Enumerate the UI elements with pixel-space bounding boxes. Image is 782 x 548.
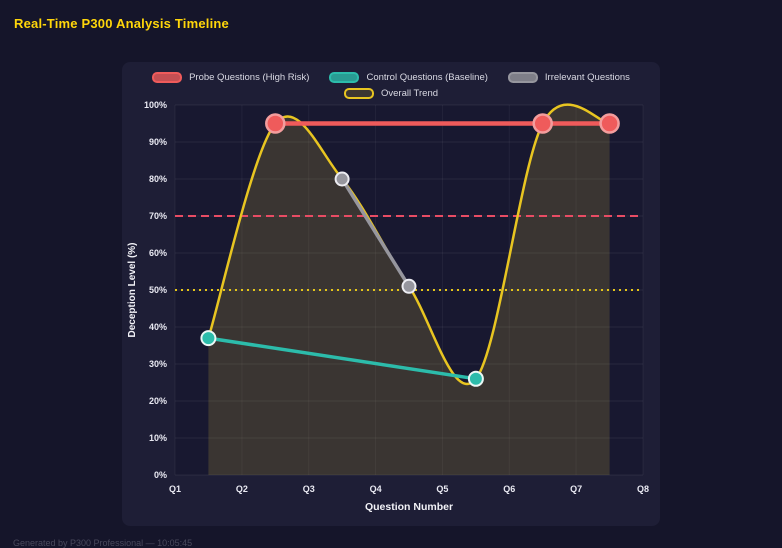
x-tick-label: Q7 (570, 484, 582, 494)
legend-swatch-overall-trend (343, 88, 374, 99)
page-title: Real-Time P300 Analysis Timeline (14, 16, 229, 31)
footer-note: Generated by P300 Professional — 10:05:4… (13, 538, 193, 548)
x-tick-label: Q2 (236, 484, 248, 494)
probe-questions-high-risk-point[interactable] (265, 113, 286, 134)
legend-item-irrelevant-questions[interactable]: Irrelevant Questions (507, 72, 630, 83)
legend-label: Probe Questions (High Risk) (189, 72, 310, 83)
probe-questions-high-risk-point[interactable] (599, 113, 620, 134)
y-tick-label: 20% (149, 396, 167, 406)
timeline-chart: Q1 Q2 Q3 Q4 Q5 Q6 Q7 Q8 0% 10% 20% 30% 40% 50% 60% 70% 8… (127, 100, 649, 513)
legend-swatch-control-questions-baseline (329, 72, 360, 83)
y-tick-label: 70% (149, 211, 167, 221)
y-tick-label: 10% (149, 433, 167, 443)
y-tick-label: 90% (149, 137, 167, 147)
irrelevant-questions-point[interactable] (401, 278, 417, 294)
legend-swatch-probe-questions-high-risk (152, 72, 183, 83)
legend-row-1: Probe Questions (High Risk) Control Quest… (152, 72, 630, 83)
legend-row-2: Overall Trend (343, 88, 439, 99)
y-tick-label: 80% (149, 174, 167, 184)
legend-item-control-questions-baseline[interactable]: Control Questions (Baseline) (329, 72, 488, 83)
legend-label: Overall Trend (380, 88, 439, 99)
probe-questions-high-risk-point[interactable] (532, 113, 553, 134)
x-tick-label: Q8 (637, 484, 649, 494)
control-questions-baseline-point[interactable] (467, 370, 484, 387)
y-tick-label: 100% (144, 100, 167, 110)
legend-swatch-irrelevant-questions (507, 72, 538, 83)
legend-item-overall-trend[interactable]: Overall Trend (343, 88, 439, 99)
y-tick-label: 30% (149, 359, 167, 369)
chart-legend: Probe Questions (High Risk) Control Quest… (122, 62, 660, 99)
x-tick-label: Q1 (169, 484, 181, 494)
control-questions-baseline-point[interactable] (200, 330, 217, 347)
x-tick-label: Q5 (436, 484, 448, 494)
x-tick-label: Q4 (370, 484, 382, 494)
y-tick-label: 50% (149, 285, 167, 295)
y-tick-label: 40% (149, 322, 167, 332)
legend-item-probe-questions-high-risk[interactable]: Probe Questions (High Risk) (152, 72, 309, 83)
irrelevant-questions-line (340, 177, 411, 289)
y-axis-label: Deception Level (%) (127, 242, 138, 337)
legend-label: Irrelevant Questions (544, 72, 630, 83)
x-tick-label: Q3 (303, 484, 315, 494)
y-tick-label: 0% (154, 470, 167, 480)
x-axis-label: Question Number (365, 501, 453, 513)
x-tick-label: Q6 (503, 484, 515, 494)
control-questions-baseline-line (206, 336, 478, 381)
chart-panel: Probe Questions (High Risk) Control Quest… (122, 62, 660, 526)
irrelevant-questions-point[interactable] (334, 171, 350, 187)
legend-label: Control Questions (Baseline) (366, 72, 488, 83)
y-tick-label: 60% (149, 248, 167, 258)
